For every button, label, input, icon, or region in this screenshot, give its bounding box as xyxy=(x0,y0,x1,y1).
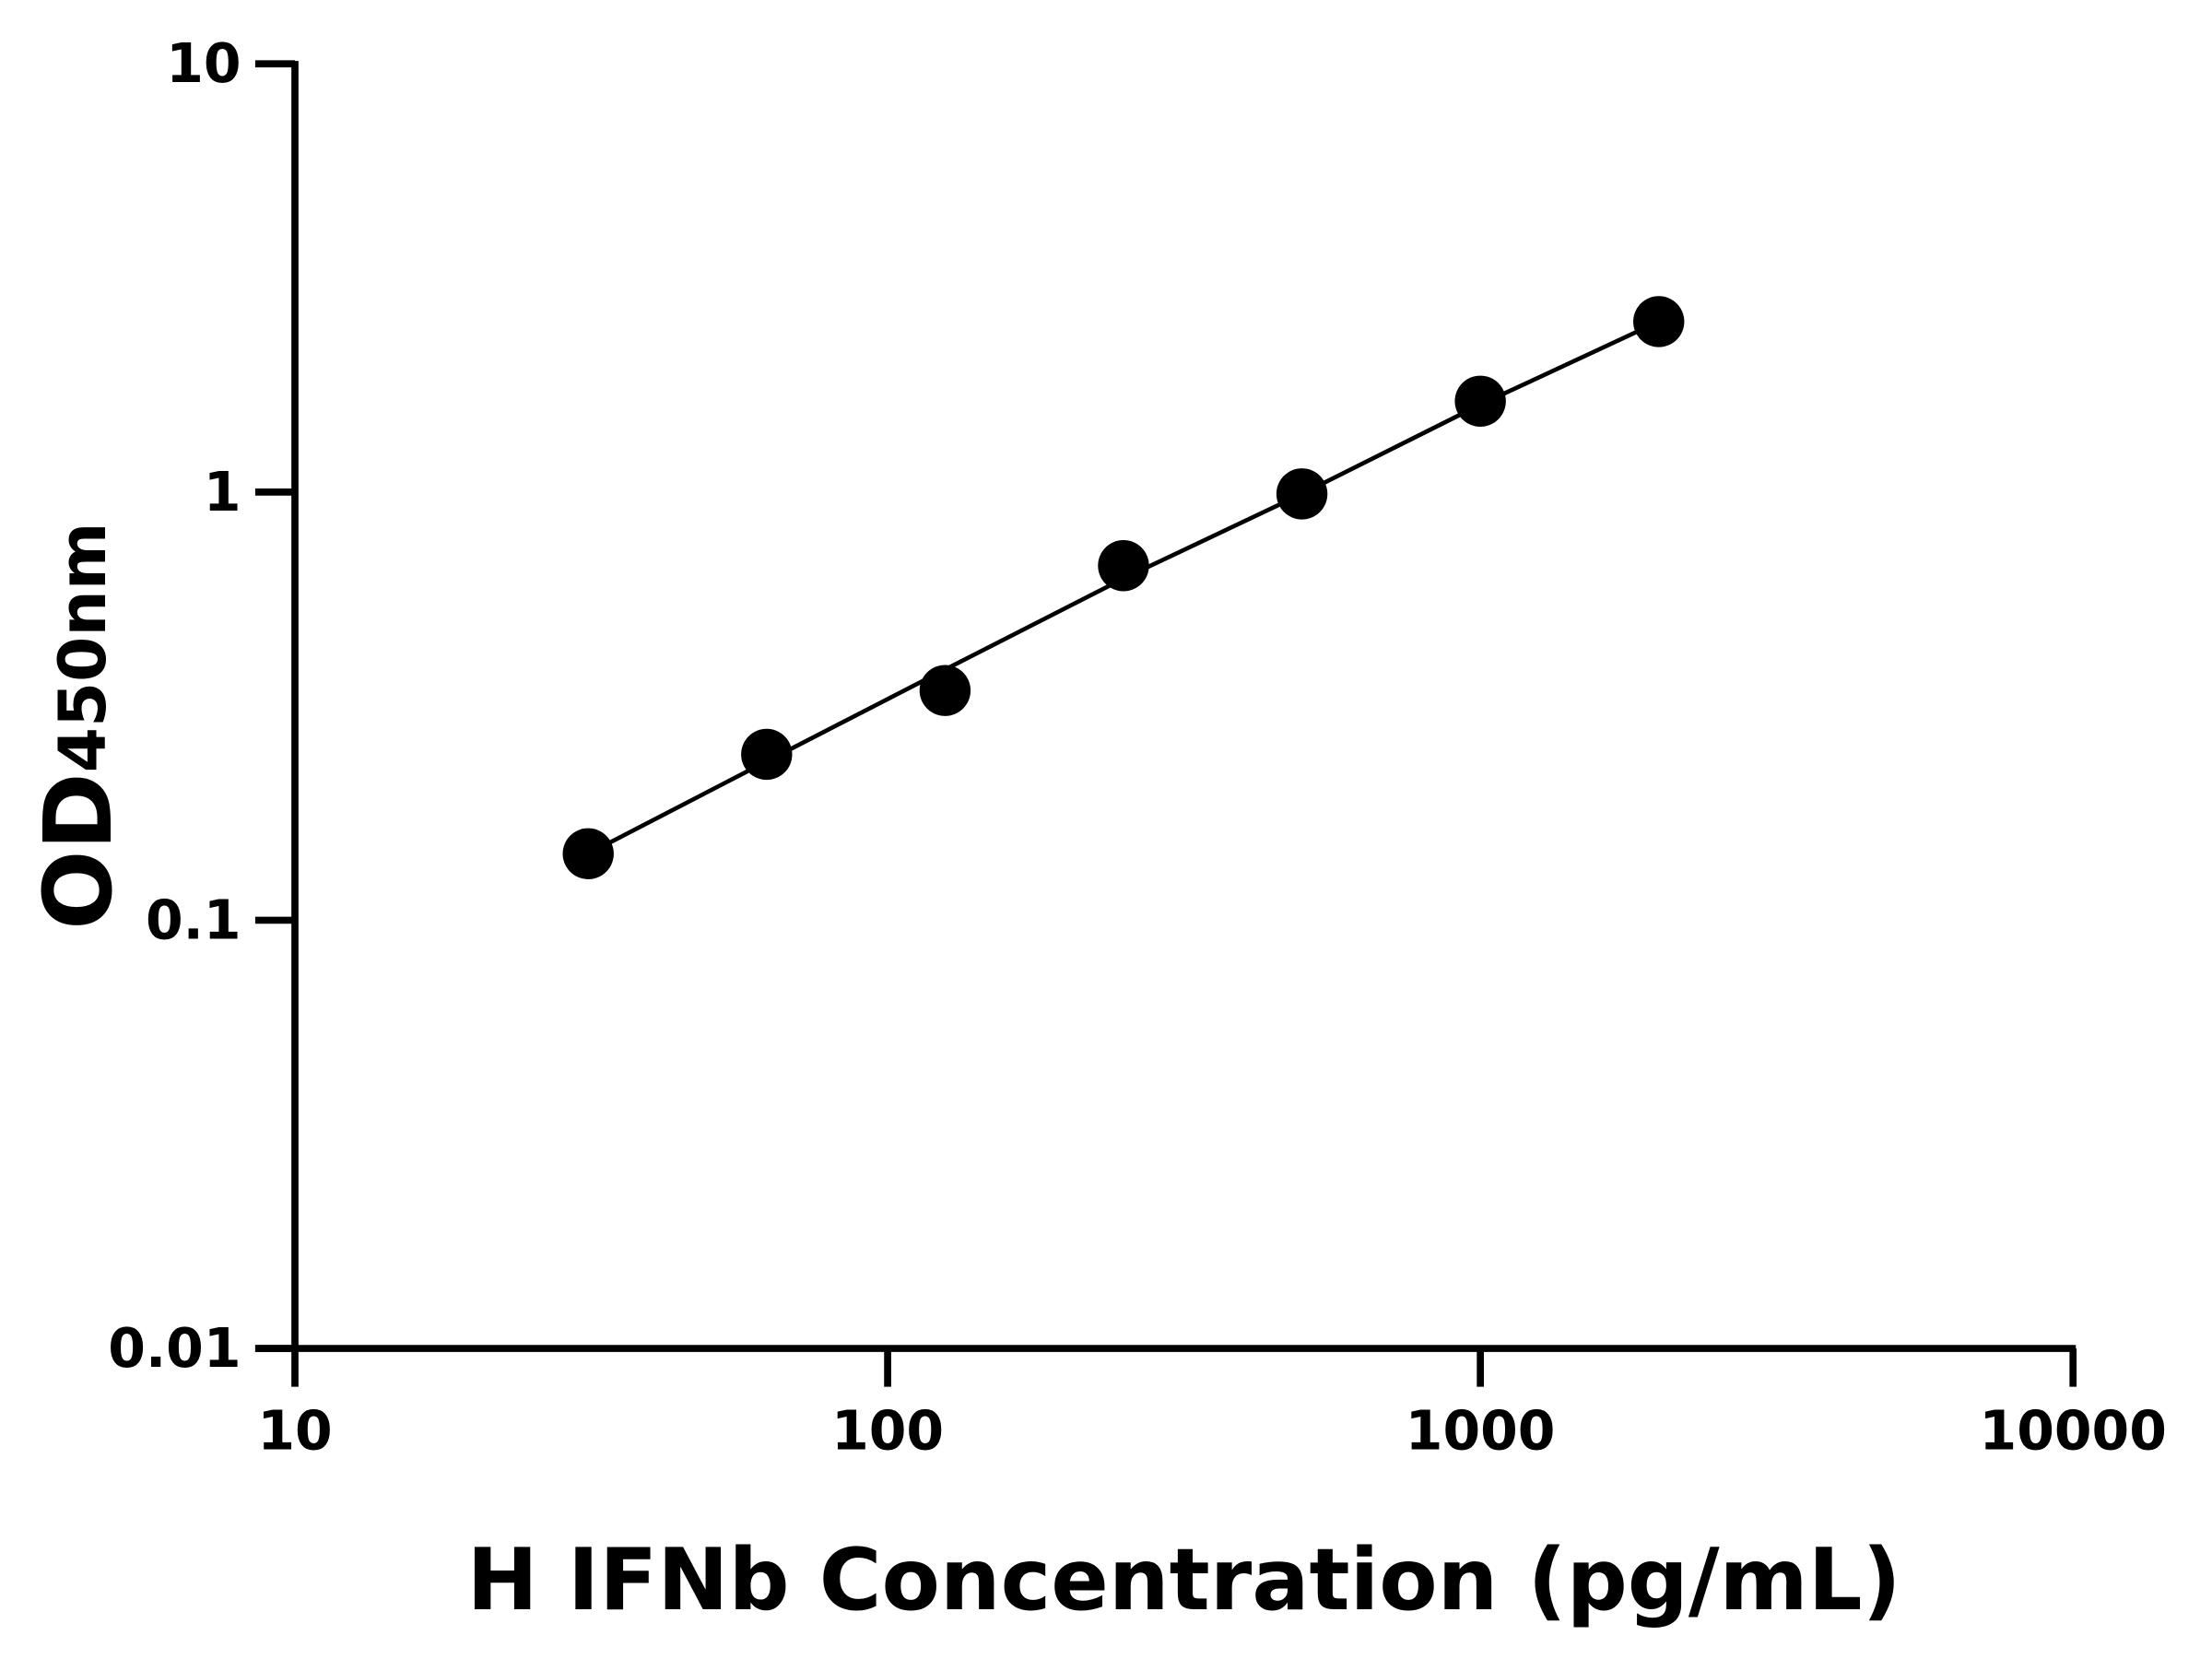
x-tick-label: 100 xyxy=(831,1399,944,1462)
y-tick-label: 1 xyxy=(204,461,241,524)
y-axis-label-subscript: 450nm xyxy=(44,523,121,773)
y-tick-label: 0.1 xyxy=(146,888,241,951)
data-point xyxy=(1098,540,1149,592)
x-tick-label: 10000 xyxy=(1980,1399,2167,1462)
y-tick-label: 10 xyxy=(166,32,241,95)
data-point xyxy=(1276,468,1328,520)
y-tick-label: 0.01 xyxy=(108,1317,241,1380)
data-point xyxy=(919,665,971,716)
y-axis-label-main: OD xyxy=(24,772,133,930)
x-axis-label: H IFNb Concentration (pg/mL) xyxy=(467,1530,1901,1630)
data-point xyxy=(1633,296,1685,347)
x-tick-label: 1000 xyxy=(1406,1399,1556,1462)
data-point xyxy=(741,728,793,781)
axes xyxy=(254,61,2077,1352)
y-axis-label: OD450nm xyxy=(24,523,133,930)
data-point xyxy=(1454,375,1506,427)
data-point xyxy=(562,828,614,879)
x-tick-label: 10 xyxy=(257,1399,332,1462)
